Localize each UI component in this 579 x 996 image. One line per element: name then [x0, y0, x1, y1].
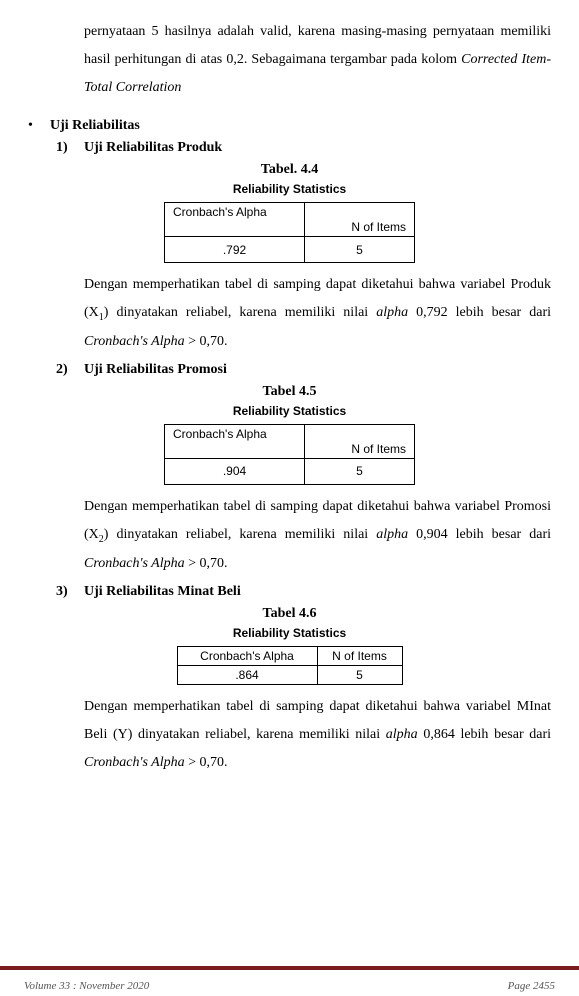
section-3-header: 3) Uji Reliabilitas Minat Beli [56, 584, 551, 600]
bullet-uji-reliabilitas: • Uji Reliabilitas [28, 118, 551, 134]
td-n: 5 [317, 665, 402, 684]
table-row: Cronbach's Alpha N of Items [165, 424, 415, 458]
td-alpha: .904 [165, 458, 305, 484]
table-4-5: Cronbach's Alpha N of Items .904 5 [164, 424, 415, 485]
table-4-4-caption: Tabel. 4.4 [28, 162, 551, 178]
table-4-6-caption: Tabel 4.6 [28, 606, 551, 622]
table-4-4: Cronbach's Alpha N of Items .792 5 [164, 202, 415, 263]
th-alpha: Cronbach's Alpha [165, 424, 305, 458]
th-alpha: Cronbach's Alpha [177, 646, 317, 665]
table-4-6: Cronbach's Alpha N of Items .864 5 [177, 646, 403, 685]
th-n: N of Items [317, 646, 402, 665]
table-4-6-subcaption: Reliability Statistics [28, 626, 551, 640]
table-4-5-caption: Tabel 4.5 [28, 384, 551, 400]
th-n: N of Items [305, 203, 415, 237]
th-n: N of Items [305, 424, 415, 458]
section-1-title: Uji Reliabilitas Produk [84, 140, 222, 156]
table-row: Cronbach's Alpha N of Items [165, 203, 415, 237]
intro-line3a: kolom [421, 52, 461, 67]
section-2-para: Dengan memperhatikan tabel di samping da… [84, 493, 551, 578]
section-1-num: 1) [56, 140, 84, 156]
footer-right: Page 2455 [508, 980, 555, 992]
td-alpha: .792 [165, 237, 305, 263]
td-alpha: .864 [177, 665, 317, 684]
table-4-5-subcaption: Reliability Statistics [28, 404, 551, 418]
bullet-label: Uji Reliabilitas [50, 118, 140, 134]
section-3-para: Dengan memperhatikan tabel di samping da… [84, 693, 551, 777]
section-2-title: Uji Reliabilitas Promosi [84, 362, 227, 378]
footer-rule [0, 966, 579, 970]
td-n: 5 [305, 458, 415, 484]
section-3-title: Uji Reliabilitas Minat Beli [84, 584, 241, 600]
table-row: .904 5 [165, 458, 415, 484]
bullet-icon: • [28, 118, 50, 134]
intro-paragraph: pernyataan 5 hasilnya adalah valid, kare… [84, 18, 551, 102]
section-1-header: 1) Uji Reliabilitas Produk [56, 140, 551, 156]
table-4-4-subcaption: Reliability Statistics [28, 182, 551, 196]
section-3-num: 3) [56, 584, 84, 600]
intro-line1: pernyataan 5 hasilnya adalah valid, kare… [84, 24, 494, 39]
section-2-header: 2) Uji Reliabilitas Promosi [56, 362, 551, 378]
section-1-para: Dengan memperhatikan tabel di samping da… [84, 271, 551, 356]
section-2-num: 2) [56, 362, 84, 378]
td-n: 5 [305, 237, 415, 263]
th-alpha: Cronbach's Alpha [165, 203, 305, 237]
table-row: .792 5 [165, 237, 415, 263]
table-row: Cronbach's Alpha N of Items [177, 646, 402, 665]
footer-left: Volume 33 : November 2020 [24, 980, 149, 992]
table-row: .864 5 [177, 665, 402, 684]
page-footer: Volume 33 : November 2020 Page 2455 [0, 980, 579, 992]
